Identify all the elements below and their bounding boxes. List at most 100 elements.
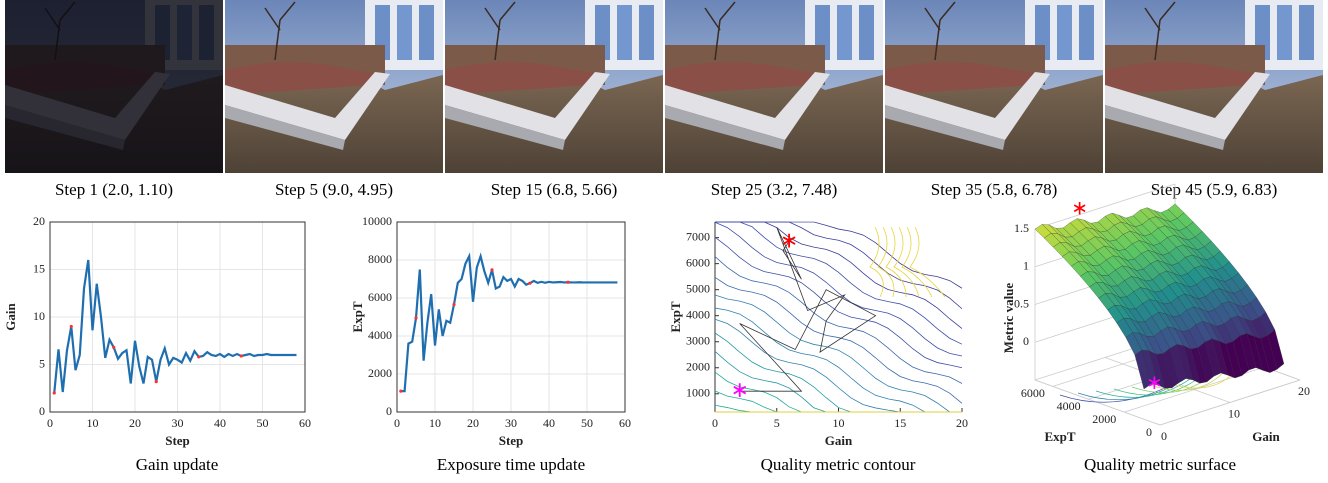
x-tick-label: 40 <box>214 416 226 430</box>
grid-line <box>1034 379 1161 426</box>
contour-line <box>715 237 962 368</box>
data-line <box>400 252 618 393</box>
step-marker <box>566 280 570 284</box>
x-axis-label: Gain <box>825 433 853 448</box>
contour-line <box>715 222 962 344</box>
x-tick-label: 0 <box>712 416 718 430</box>
x-tick-label: 20 <box>129 416 141 430</box>
y-tick-label: 4000 <box>1057 399 1081 413</box>
contour-line <box>715 257 962 384</box>
search-path <box>739 227 877 392</box>
y-tick-label: 10000 <box>362 214 392 228</box>
photo-caption: Step 25 (3.2, 7.48) <box>711 180 838 199</box>
contour-line <box>894 227 919 297</box>
photo-caption: Step 45 (5.9, 6.83) <box>1151 180 1278 199</box>
z-tick-label: 0 <box>1023 334 1029 348</box>
y-axis-label: Gain <box>3 303 18 331</box>
y-tick-label: 5 <box>39 356 45 370</box>
x-tick-label: 50 <box>257 416 269 430</box>
step-marker <box>490 268 494 272</box>
chart-caption: Exposure time update <box>437 455 585 474</box>
photo-caption: Step 15 (6.8, 5.66) <box>491 180 618 199</box>
z-tick-label: 1 <box>1023 259 1029 273</box>
surface-patch <box>1134 350 1152 390</box>
photo <box>665 0 883 173</box>
x-tick-label: 60 <box>619 416 631 430</box>
y-tick-label: 8000 <box>368 252 392 266</box>
y-tick-label: 5000 <box>686 281 710 295</box>
photo-dark <box>5 0 223 173</box>
x-tick-label: 20 <box>956 416 968 430</box>
surface-point: ∗ <box>1146 372 1163 394</box>
chart-caption: Quality metric contour <box>761 455 916 474</box>
x-tick-label: 0 <box>47 416 53 430</box>
contour-line <box>902 227 932 297</box>
contour-lines <box>715 222 962 412</box>
y-tick-label: 10 <box>33 309 45 323</box>
y-tick-label: 0 <box>1146 425 1152 439</box>
x-tick-label: 10 <box>833 416 845 430</box>
y-tick-label: 4000 <box>686 307 710 321</box>
x-tick-label: 30 <box>172 416 184 430</box>
step-marker <box>399 389 403 393</box>
x-axis-label: Gain <box>1252 429 1280 444</box>
contour-line <box>870 227 883 297</box>
photo <box>1105 0 1323 173</box>
photo-caption: Step 35 (5.8, 6.78) <box>931 180 1058 199</box>
z-axis-label: Metric value <box>1001 283 1016 354</box>
y-tick-label: 6000 <box>1021 386 1045 400</box>
photo <box>885 0 1103 173</box>
step-marker <box>528 281 532 285</box>
contour-line <box>715 295 962 412</box>
y-tick-label: 1000 <box>686 386 710 400</box>
contour-line <box>715 222 962 329</box>
contour-line <box>715 222 962 356</box>
z-tick-label: 1.5 <box>1014 221 1029 235</box>
step-marker <box>452 302 456 307</box>
grid-line <box>1034 183 1176 230</box>
y-tick-label: 2000 <box>1092 412 1116 426</box>
x-axis-label: Step <box>165 433 190 448</box>
y-tick-label: 3000 <box>686 333 710 347</box>
contour-line <box>878 227 894 297</box>
photo <box>225 0 443 173</box>
y-tick-label: 2000 <box>686 360 710 374</box>
contour-line <box>715 277 962 403</box>
x-tick-label: 10 <box>429 416 441 430</box>
contour-line <box>715 308 962 412</box>
x-tick-label: 5 <box>774 416 780 430</box>
surface-point: ∗ <box>1071 198 1088 220</box>
grid-line <box>1159 379 1301 426</box>
y-tick-label: 2000 <box>368 366 392 380</box>
plot-frame <box>49 221 306 413</box>
step-marker <box>414 316 418 320</box>
x-tick-label: 0 <box>1161 429 1167 443</box>
step-marker <box>69 324 73 329</box>
y-tick-label: 6000 <box>368 290 392 304</box>
contour-line <box>910 227 945 297</box>
y-axis-label: ExpT <box>1044 429 1075 444</box>
contour-line <box>886 227 906 297</box>
start-marker: ∗ <box>730 377 748 402</box>
step-marker <box>239 354 243 358</box>
y-tick-label: 0 <box>386 404 392 418</box>
step-marker <box>197 355 201 359</box>
photo-caption: Step 1 (2.0, 1.10) <box>55 180 173 199</box>
end-marker: ∗ <box>780 228 798 253</box>
x-tick-label: 15 <box>894 416 906 430</box>
y-tick-label: 4000 <box>368 328 392 342</box>
x-tick-label: 40 <box>543 416 555 430</box>
z-tick-label: 0.5 <box>1014 296 1029 310</box>
step-marker <box>154 380 158 384</box>
y-tick-label: 15 <box>33 261 45 275</box>
x-tick-label: 10 <box>1228 406 1240 420</box>
chart-caption: Gain update <box>136 455 219 474</box>
y-tick-label: 7000 <box>686 229 710 243</box>
step-marker <box>52 391 56 395</box>
y-tick-label: 6000 <box>686 255 710 269</box>
x-tick-label: 20 <box>1298 384 1310 398</box>
data-line <box>53 259 297 394</box>
photo-caption: Step 5 (9.0, 4.95) <box>275 180 393 199</box>
y-tick-label: 0 <box>39 404 45 418</box>
